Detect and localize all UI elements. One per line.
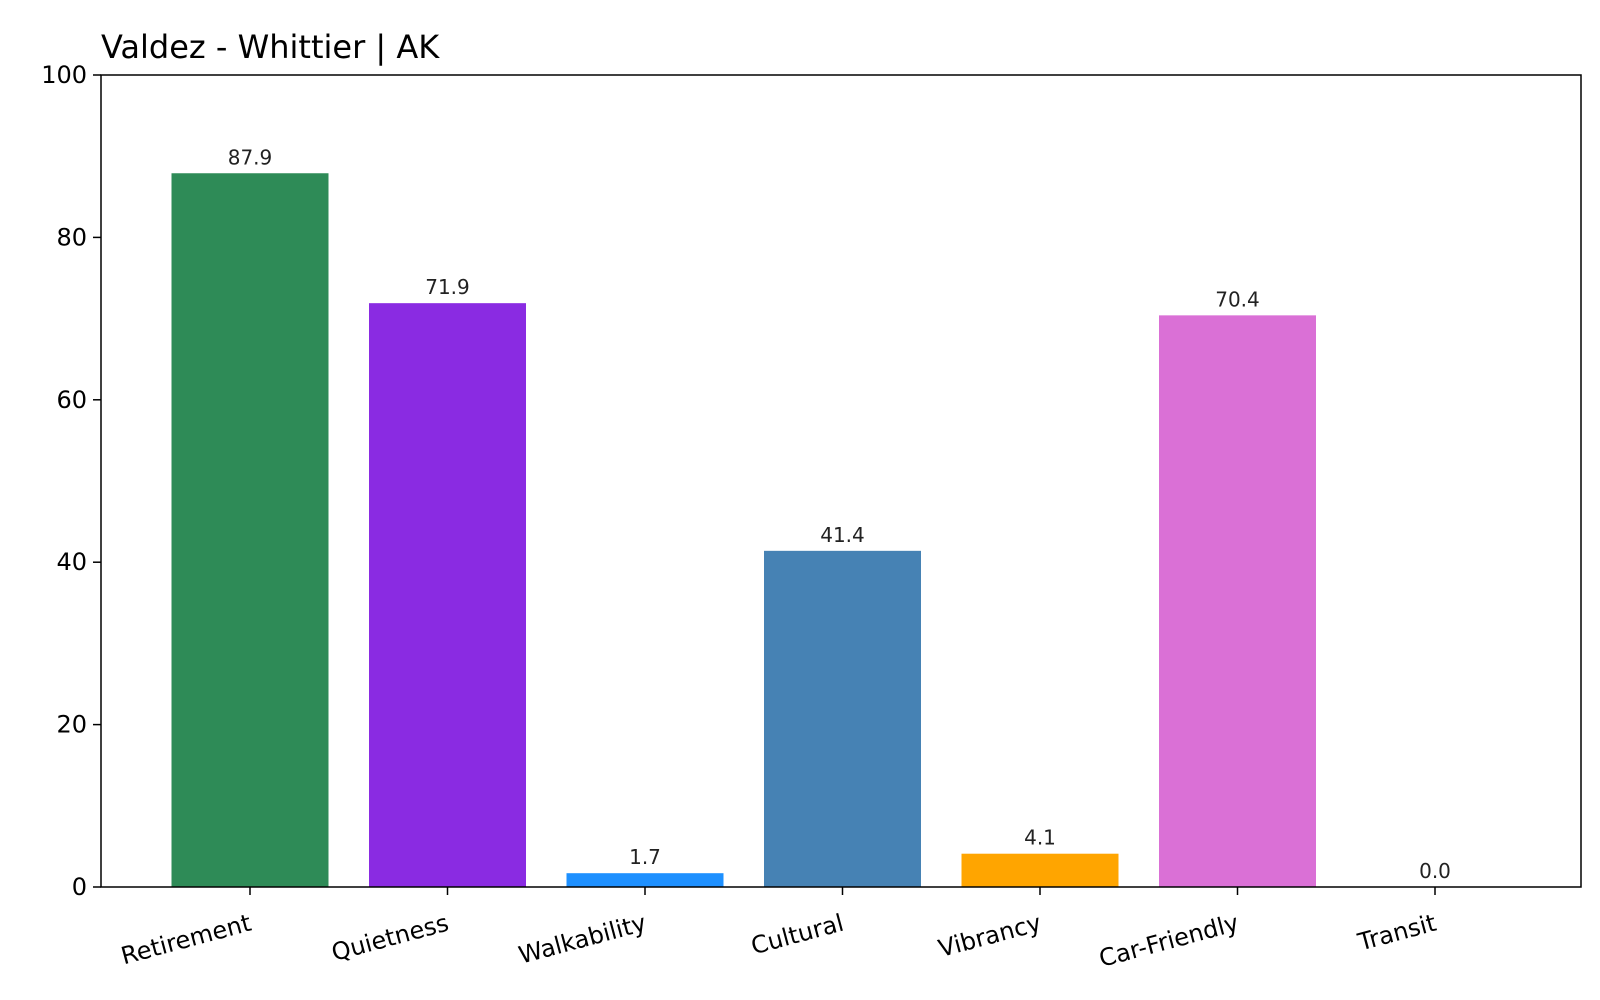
y-tick-label: 40 [56,548,87,576]
bar-value-label: 41.4 [820,523,865,547]
bars-group [171,173,1316,887]
bar-value-label: 4.1 [1024,826,1056,850]
y-tick-label: 0 [72,873,87,901]
x-tick-label: Car-Friendly [1096,909,1242,973]
bar-quietness [369,303,526,887]
y-tick-label: 20 [56,711,87,739]
x-tick-label: Vibrancy [935,909,1044,963]
y-tick-label: 100 [41,61,87,89]
bar-retirement [171,173,329,887]
bar-value-label: 71.9 [425,275,470,299]
x-tick-label: Walkability [516,909,649,970]
x-tick-label: Retirement [118,909,254,971]
bar-value-label: 0.0 [1419,859,1451,883]
plot-frame [100,74,1582,888]
y-tick-label: 60 [56,386,87,414]
x-axis: Retirement Quietness Walkability Cultural Vi… [118,887,1439,973]
x-tick-label: Transit [1354,909,1439,957]
bar-value-label: 1.7 [629,845,661,869]
bar-walkability [566,873,724,887]
bar-vibrancy [961,853,1119,887]
bar-value-label: 87.9 [228,145,273,169]
bar-value-label: 70.4 [1215,287,1260,311]
bar-labels-group: 87.9 71.9 1.7 41.4 4.1 70.4 0.0 [228,145,1451,883]
bar-cultural [764,550,921,887]
y-tick-label: 80 [56,223,87,251]
bar-car-friendly [1159,315,1316,887]
chart-title: Valdez - Whittier | AK [101,28,440,66]
y-axis: 0 20 40 60 80 100 [41,61,101,901]
x-tick-label: Quietness [329,909,452,967]
x-tick-label: Cultural [748,909,847,961]
